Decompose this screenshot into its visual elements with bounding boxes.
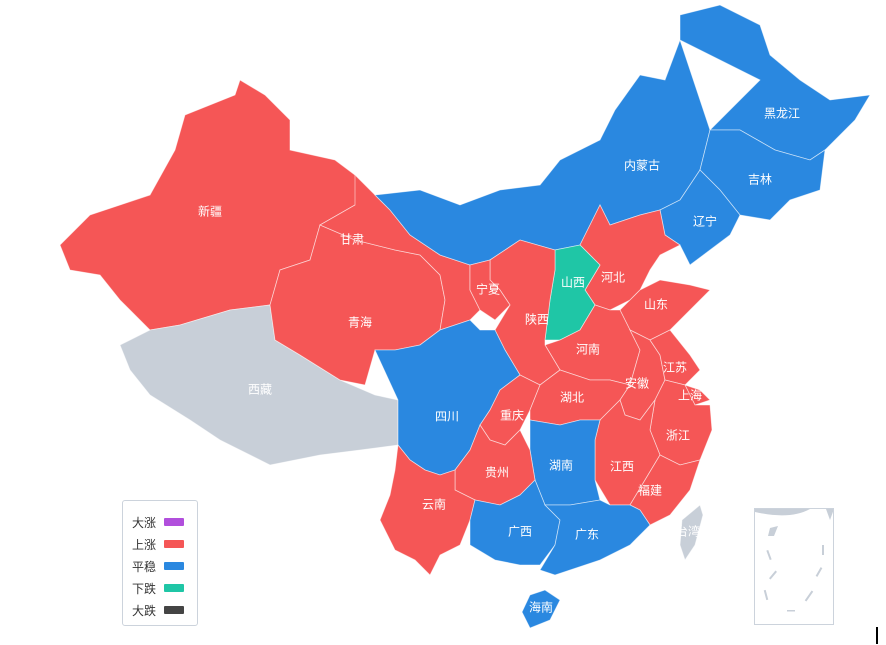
legend-swatch	[164, 540, 185, 548]
province-guangdong[interactable]	[539, 499, 651, 576]
province-hunan[interactable]	[529, 419, 601, 506]
province-jiangsu[interactable]	[649, 329, 701, 386]
legend-label: 下跌	[132, 581, 157, 596]
province-ningxia[interactable]	[469, 259, 511, 321]
province-heilongjiang[interactable]	[679, 4, 871, 161]
legend-item[interactable]: 大涨	[132, 511, 197, 533]
text-cursor	[876, 627, 878, 644]
legend-item[interactable]: 平稳	[132, 555, 197, 577]
legend-label: 平稳	[132, 559, 157, 574]
legend-item[interactable]: 下跌	[132, 577, 197, 599]
legend-label: 大跌	[132, 603, 157, 618]
legend-item[interactable]: 大跌	[132, 599, 197, 621]
legend-swatch	[164, 518, 185, 526]
legend-label: 大涨	[132, 515, 157, 530]
legend-swatch	[164, 606, 185, 614]
province-hainan[interactable]	[521, 589, 561, 629]
south-china-sea-inset	[754, 508, 834, 625]
province-taiwan[interactable]	[679, 504, 704, 561]
legend-swatch	[164, 584, 185, 592]
legend-label: 上涨	[132, 537, 157, 552]
province-yunnan[interactable]	[379, 444, 476, 576]
legend-item[interactable]: 上涨	[132, 533, 197, 555]
legend-swatch	[164, 562, 185, 570]
province-fujian[interactable]	[629, 454, 701, 526]
legend: 大涨上涨平稳下跌大跌	[122, 500, 198, 626]
south-china-sea-islands	[755, 509, 834, 612]
